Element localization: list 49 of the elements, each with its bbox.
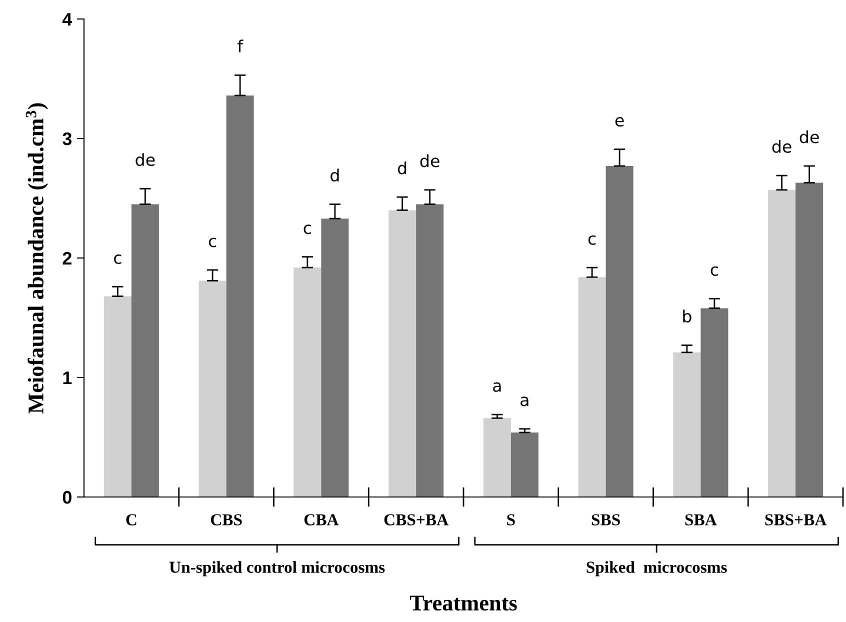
annotation: f (238, 40, 244, 52)
bar (768, 190, 796, 497)
x-tick-label: SBS+BA (765, 514, 827, 526)
annotation: d (398, 161, 406, 174)
bar (416, 204, 444, 497)
annotation: b (683, 310, 692, 323)
y-tick-label: 3 (62, 132, 72, 146)
bar (226, 95, 254, 497)
annotation: e (615, 117, 624, 127)
annotation: d (330, 168, 339, 182)
annotation: de (136, 153, 155, 166)
x-tick-label: CBS (210, 514, 242, 526)
text: Spiked microcosms (586, 561, 727, 576)
bar (321, 218, 349, 497)
x-tick-label: C (126, 514, 136, 526)
x-tick-label: SBA (685, 514, 717, 526)
annotation: c (114, 254, 122, 264)
bar (104, 296, 132, 497)
bar (578, 277, 606, 497)
y-axis-title: Meiofaunal abundance (ind.cm$^{3}$) (26, 103, 48, 414)
bar (483, 418, 511, 497)
text: Un-spiked control microcosms (169, 561, 385, 576)
annotation: c (588, 235, 596, 245)
bar (388, 210, 416, 497)
annotation: a (520, 396, 528, 406)
y-tick-label: 4 (62, 13, 72, 26)
annotation: de (772, 140, 792, 153)
x-tick-label: CBS+BA (384, 514, 448, 526)
bar (796, 182, 824, 497)
annotation: de (800, 130, 819, 144)
annotation: a (493, 382, 501, 392)
annotation: c (304, 224, 311, 234)
bar (606, 166, 634, 497)
y-tick-label: 1 (63, 372, 72, 384)
x-axis-title: Treatments (410, 596, 517, 611)
x-tick-label: S (507, 514, 515, 526)
bar (700, 308, 728, 497)
annotation: c (208, 238, 216, 248)
annotation: c (710, 266, 718, 276)
y-tick-label: 0 (62, 490, 72, 504)
bar (294, 268, 322, 497)
x-tick-label: CBA (304, 514, 339, 526)
annotation: de (420, 154, 440, 168)
bar (198, 280, 226, 497)
x-tick-label: SBS (592, 514, 620, 526)
bar (673, 352, 701, 497)
y-tick-label: 2 (62, 252, 72, 265)
bar (131, 204, 159, 497)
bar (510, 432, 538, 497)
